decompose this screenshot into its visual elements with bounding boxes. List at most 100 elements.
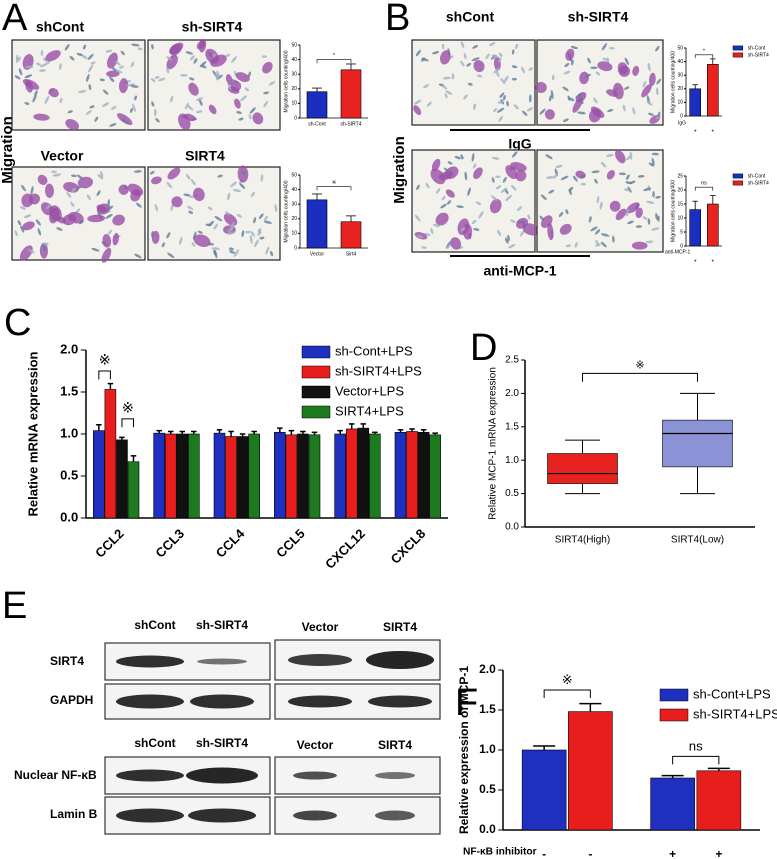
micrograph-cell: [33, 113, 50, 121]
micrograph-cell: [447, 161, 453, 165]
micrograph-cell: [502, 95, 506, 101]
bracket: [316, 59, 352, 64]
micrograph-cell: [191, 242, 196, 247]
micrograph-cell: [254, 239, 259, 248]
micrograph-cell: [270, 250, 274, 257]
legend-label: Vector+LPS: [335, 383, 404, 398]
micrograph-cell: [150, 78, 156, 83]
micrograph-cell: [430, 227, 434, 235]
blot-band: [197, 658, 247, 665]
micrograph-cell: [133, 170, 142, 173]
micrograph-cell: [655, 116, 662, 119]
bar-label: +: [715, 847, 722, 859]
micrograph-cell: [510, 219, 516, 224]
micrograph-cell: [594, 229, 601, 235]
micrograph-cell: [413, 105, 422, 116]
bar-label: -: [588, 847, 592, 859]
micrograph-cell: [101, 247, 112, 263]
micrograph-cell: [500, 187, 508, 193]
micrograph-cell: [134, 253, 142, 259]
bar-label: +: [711, 258, 714, 264]
bar: [357, 427, 370, 519]
micrograph-cell: [19, 206, 26, 210]
micrograph-cell: [97, 174, 104, 180]
micrograph-cell: [496, 229, 502, 237]
micrograph-cell: [249, 107, 256, 114]
blot-band: [186, 767, 258, 784]
micrograph-cell: [24, 74, 33, 79]
annotation: ※: [122, 400, 134, 416]
panel-letter: A: [2, 0, 28, 39]
micrograph-cell: [506, 100, 509, 107]
micrograph-cell: [70, 201, 75, 207]
micrograph-cell: [158, 77, 166, 82]
micrograph-cell: [100, 170, 104, 179]
micrograph-cell: [229, 250, 236, 254]
panel-letter: D: [470, 327, 497, 369]
bar: [417, 432, 430, 519]
row-label: Nuclear NF-κB: [14, 768, 97, 782]
micrograph-cell: [626, 208, 629, 217]
micrograph-cell: [171, 196, 183, 208]
micrograph-cell: [574, 242, 578, 248]
micrograph-cell: [210, 54, 227, 67]
micrograph-cell: [597, 61, 613, 72]
blot-band: [116, 769, 184, 782]
y-tick-label: 0.0: [60, 509, 78, 524]
micrograph-cell: [190, 178, 196, 186]
x-tick-label: SIRT4(Low): [671, 535, 724, 546]
bracket: [672, 755, 720, 765]
micrograph-cell: [102, 89, 109, 95]
micrograph-cell: [132, 103, 136, 112]
micrograph-cell: [641, 84, 652, 98]
blot-band: [288, 695, 352, 708]
micrograph-cell: [235, 72, 250, 83]
micrograph-cell: [590, 226, 598, 232]
micrograph-cell: [446, 200, 452, 205]
blot-band: [116, 655, 184, 668]
micrograph-cell: [169, 42, 184, 55]
micrograph-cell: [511, 77, 517, 81]
micrograph-cell: [71, 187, 77, 193]
micrograph-cell: [594, 178, 598, 184]
micrograph-cell: [151, 230, 160, 244]
y-tick-label: 40: [677, 59, 683, 65]
micrograph-cell: [32, 94, 37, 103]
micrograph-cell: [648, 112, 655, 116]
micrograph-cell: [90, 61, 96, 65]
micrograph-cell: [28, 193, 41, 205]
blot-band: [375, 772, 415, 779]
micrograph-cell: [499, 92, 505, 98]
micrograph-cell: [17, 220, 22, 226]
bar: [308, 434, 321, 519]
micrograph-cell: [475, 201, 482, 206]
y-tick-label: 1.5: [479, 702, 496, 716]
micrograph-cell: [265, 246, 270, 255]
micrograph-cell: [105, 49, 113, 53]
micrograph: [536, 149, 664, 253]
micrograph-cell: [211, 247, 221, 250]
micrograph-cell: [587, 57, 591, 64]
micrograph-cell: [136, 202, 142, 208]
micrograph-cell: [485, 53, 490, 60]
micrograph-cell: [68, 211, 84, 224]
legend-label: sh-SIRT4: [748, 180, 769, 186]
micrograph-cell: [646, 200, 655, 204]
y-tick-label: 20: [677, 187, 683, 193]
micrograph-cell: [131, 43, 140, 47]
micrograph-cell: [85, 110, 92, 115]
micrograph-cell: [233, 249, 240, 257]
x-axis-title: NF-κB inhibitor: [463, 847, 537, 858]
panel-letter: F: [455, 682, 478, 724]
micrograph-cell: [454, 155, 462, 160]
bar: [127, 461, 140, 519]
x-tick-label: CXCL8: [388, 526, 429, 567]
micrograph-cell: [226, 231, 236, 235]
micrograph-cell: [478, 211, 484, 219]
micrograph-cell: [134, 95, 137, 101]
micrograph-cell: [240, 95, 247, 102]
micrograph-cell: [225, 53, 231, 58]
micrograph-cell: [647, 62, 651, 72]
micrograph-cell: [600, 241, 607, 248]
micrograph-cell: [227, 192, 231, 201]
